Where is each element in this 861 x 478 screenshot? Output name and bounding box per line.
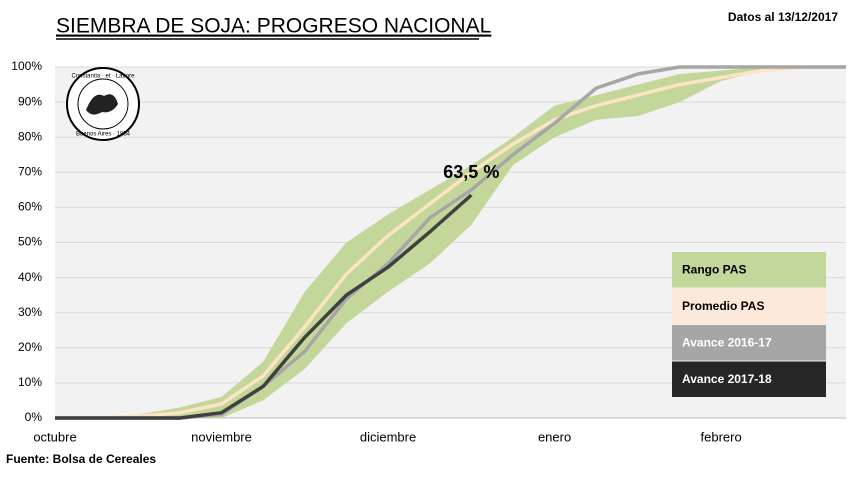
series-line: [55, 65, 846, 420]
legend-swatch: [672, 361, 826, 397]
data-label: 63,5 %: [443, 162, 499, 182]
x-tick-label: febrero: [701, 429, 742, 444]
y-tick-label: 70%: [18, 164, 42, 178]
legend-swatch: [672, 325, 826, 361]
legend-label: Rango PAS: [682, 262, 746, 276]
y-tick-label: 10%: [18, 375, 42, 389]
chart-title: SIEMBRA DE SOJA: PROGRESO NACIONAL: [56, 15, 491, 38]
y-tick-label: 60%: [18, 200, 42, 214]
x-tick-label: octubre: [33, 429, 76, 444]
x-tick-label: enero: [538, 429, 571, 444]
legend-swatch: [672, 252, 826, 288]
legend-label: Avance 2017-18: [682, 372, 772, 386]
chart-subtitle: Datos al 13/12/2017: [728, 10, 838, 24]
y-tick-label: 20%: [18, 340, 42, 354]
y-tick-label: 30%: [18, 305, 42, 319]
source: Fuente: Bolsa de Cereales: [6, 452, 156, 466]
x-tick-label: noviembre: [191, 429, 252, 444]
y-tick-label: 80%: [18, 129, 42, 143]
logo-text: Constantia · et · Labore: [71, 74, 135, 80]
y-tick-label: 40%: [18, 270, 42, 284]
legend-label: Promedio PAS: [682, 299, 764, 313]
y-tick-label: 100%: [11, 59, 42, 73]
legend-swatch: [672, 288, 826, 324]
y-tick-label: 90%: [18, 94, 42, 108]
legend-label: Avance 2016-17: [682, 335, 772, 349]
x-tick-label: diciembre: [360, 429, 416, 444]
logo-emblem: [86, 94, 118, 115]
series-line: [55, 193, 473, 420]
logo: Constantia · et · Labore Buenos Aires · …: [66, 67, 140, 141]
y-tick-label: 50%: [18, 235, 42, 249]
y-tick-label: 0%: [25, 410, 43, 424]
logo-text: Buenos Aires · 1854: [76, 132, 131, 138]
range-band: [55, 67, 846, 418]
